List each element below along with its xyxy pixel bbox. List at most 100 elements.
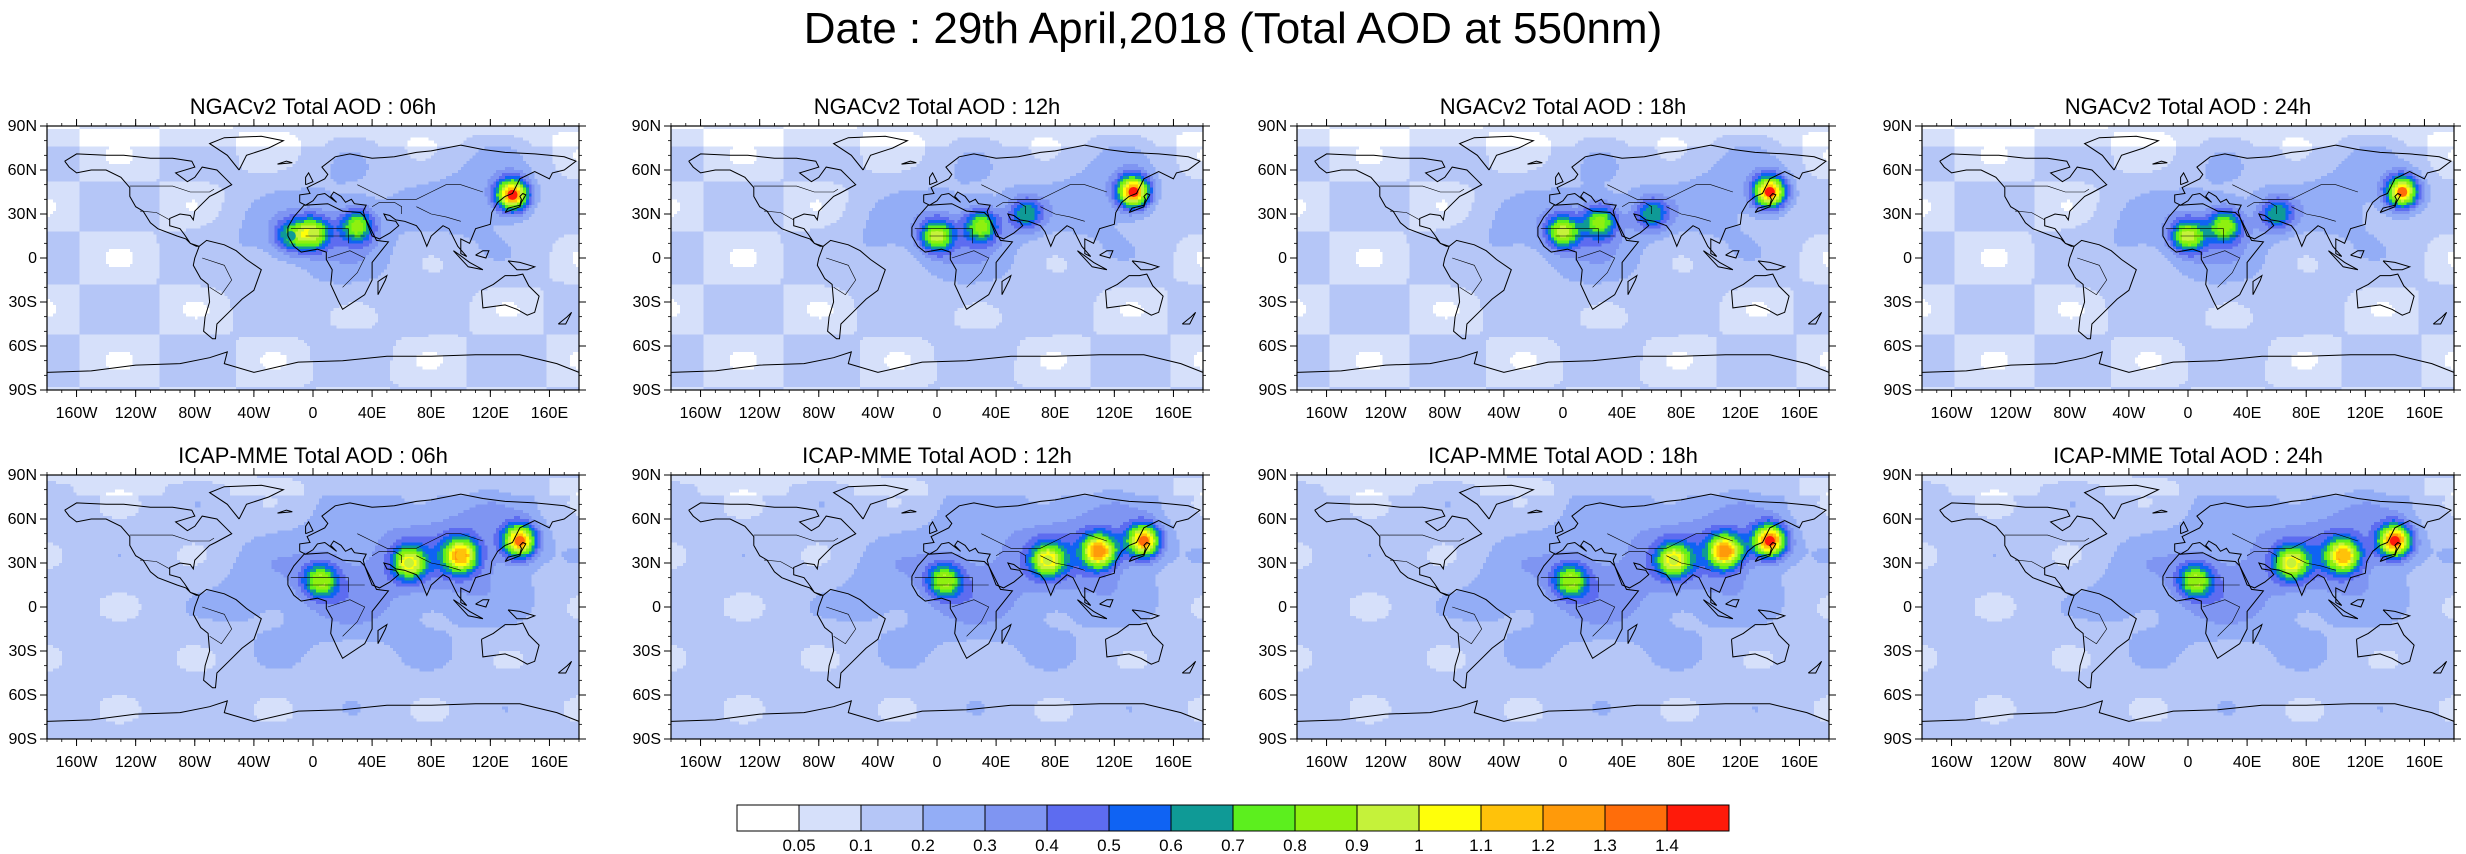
coastline (2180, 520, 2189, 535)
colorbar-swatch (1480, 804, 1544, 832)
y-tick-label: 30S (1884, 643, 1912, 660)
country-border (981, 533, 1107, 549)
aod-hotspot (455, 550, 466, 561)
coastline (1001, 623, 1012, 644)
country-border (1607, 184, 1733, 200)
coastline (2174, 144, 2453, 257)
y-tick-label: 60S (1884, 687, 1912, 704)
country-border (327, 250, 366, 288)
colorbar-swatch (1418, 804, 1482, 832)
coastline (1757, 260, 1787, 271)
aod-hotspot (2397, 187, 2408, 197)
y-tick-label: 60S (1259, 338, 1287, 355)
coastline (1725, 250, 1740, 259)
y-tick-label: 90S (1884, 382, 1912, 399)
aod-hotspot (1042, 555, 1053, 566)
country-border (1452, 257, 1483, 296)
x-tick-label: 0 (933, 405, 942, 422)
x-tick-label: 80E (1667, 405, 1695, 422)
coastline (305, 171, 314, 186)
colorbar-swatch (1232, 804, 1296, 832)
coastline (2432, 311, 2448, 325)
country-border (416, 555, 461, 571)
x-tick-label: 120W (1365, 754, 1408, 771)
coastline (277, 160, 293, 165)
coastline (481, 273, 540, 316)
y-tick-label: 30N (632, 206, 661, 223)
country-border (202, 606, 233, 645)
map-panel-1: NGACv2 Total AOD : 06h 160W 120W 80W 40W 0 40E… (8, 94, 586, 422)
x-tick-label: 40E (982, 754, 1010, 771)
x-tick-label: 80W (178, 405, 212, 422)
y-tick-label: 90S (9, 731, 37, 748)
country-border (1621, 550, 1652, 563)
coastline (2252, 623, 2263, 644)
country-border (2232, 533, 2358, 549)
x-tick-label: 40W (237, 405, 271, 422)
country-border (2015, 210, 2045, 221)
y-tick-label: 30N (1258, 555, 1287, 572)
coastline (557, 660, 573, 674)
panel-title: NGACv2 Total AOD : 18h (1440, 94, 1687, 119)
y-tick-label: 60N (1883, 162, 1912, 179)
x-tick-label: 120E (1096, 754, 1133, 771)
x-tick-label: 80W (2053, 405, 2087, 422)
x-tick-label: 120E (1722, 754, 1759, 771)
x-tick-label: 160W (1931, 405, 1974, 422)
coastline (64, 502, 262, 689)
x-tick-label: 80W (2053, 754, 2087, 771)
x-tick-label: 160W (1306, 405, 1349, 422)
colorbar-swatch (1666, 804, 1730, 832)
colorbar-swatch (1356, 804, 1420, 832)
coastline (1128, 541, 1151, 562)
country-border (951, 250, 990, 288)
coastline (1703, 250, 1734, 271)
country-border (2232, 184, 2358, 200)
colorbar-label: 0.8 (1283, 836, 1307, 854)
colorbar-label: 0.6 (1159, 836, 1183, 854)
country-border (1040, 555, 1085, 571)
colorbar-label: 0.1 (849, 836, 873, 854)
x-tick-label: 0 (933, 754, 942, 771)
coastline (481, 622, 540, 665)
coastline (1921, 700, 2455, 722)
coastline (1105, 273, 1164, 316)
x-tick-label: 40E (982, 405, 1010, 422)
coastline (1131, 260, 1161, 271)
country-border (2202, 250, 2241, 288)
coastline (1296, 700, 1830, 722)
coastline (1181, 311, 1197, 325)
coastline (299, 144, 578, 257)
colorbar-label: 0.7 (1221, 836, 1245, 854)
coastline (670, 700, 1204, 722)
country-border (951, 599, 990, 637)
y-tick-label: 90S (1884, 731, 1912, 748)
x-tick-label: 120E (472, 405, 509, 422)
x-tick-label: 160E (1155, 405, 1192, 422)
coastline (1921, 351, 2455, 373)
panel-title: NGACv2 Total AOD : 24h (2065, 94, 2312, 119)
colorbar-label: 1.1 (1469, 836, 1493, 854)
colorbar-label: 0.4 (1035, 836, 1059, 854)
coastline (1527, 509, 1543, 514)
country-border (2004, 534, 2090, 542)
coastline (923, 493, 1202, 606)
aod-hotspot (939, 575, 950, 586)
coastline (475, 599, 490, 608)
country-border (1607, 533, 1733, 549)
coastline (1627, 274, 1638, 295)
y-tick-label: 90N (8, 467, 37, 484)
colorbar-label: 0.2 (911, 836, 935, 854)
coastline (1757, 609, 1787, 620)
y-tick-label: 0 (652, 250, 661, 267)
aod-hotspot (2389, 536, 2400, 546)
x-tick-label: 80W (1428, 754, 1462, 771)
coastline (1128, 192, 1151, 213)
coastline (1001, 274, 1012, 295)
aod-hotspot (1558, 226, 1568, 237)
y-tick-label: 0 (28, 250, 37, 267)
aod-hotspot (1764, 536, 1775, 546)
aod-hotspot (1720, 546, 1731, 557)
colorbar-swatch (1046, 804, 1110, 832)
